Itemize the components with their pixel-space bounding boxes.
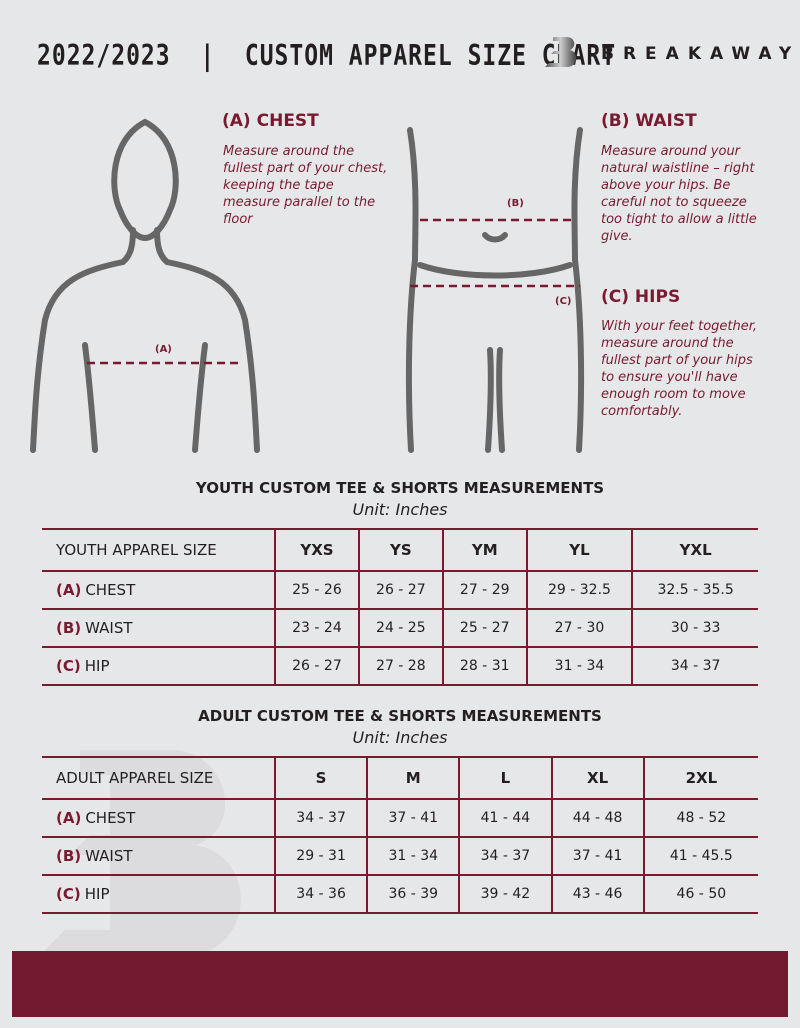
brand-name: BREAKAWAY (601, 44, 800, 64)
cell: 34 - 36 (273, 874, 368, 914)
cell: 34 - 37 (458, 836, 552, 876)
adult-unit: Unit: Inches (352, 728, 448, 747)
row-code: (B) (56, 847, 82, 865)
upper-body-figure (30, 118, 260, 453)
size-header: YXS (274, 528, 359, 572)
cell: 27 - 28 (357, 646, 443, 686)
chest-marker: (A) (155, 344, 172, 355)
size-header: XL (550, 756, 644, 800)
row-label: CHEST (85, 809, 136, 827)
cell: 32.5 - 35.5 (631, 570, 758, 610)
waist-description: Measure around your natural waistline – … (601, 144, 757, 244)
adult-table-title: ADULT CUSTOM TEE & SHORTS MEASUREMENTS (198, 707, 602, 725)
size-header: YL (525, 528, 633, 572)
footer-bar (12, 951, 788, 1017)
row-label: HIP (84, 885, 110, 903)
size-header: YXL (631, 528, 758, 572)
hips-marker: (C) (555, 296, 572, 307)
size-header: YM (441, 528, 527, 572)
cell: 36 - 39 (366, 874, 460, 914)
hips-description: With your feet together, measure around … (601, 319, 758, 419)
youth-header-label: YOUTH APPAREL SIZE (42, 528, 275, 572)
youth-size-table: YOUTH APPAREL SIZE YXS YS YM YL YXL (A) CHEST… (42, 528, 758, 686)
cell: 28 - 31 (441, 646, 527, 686)
chest-title: (A) CHEST (222, 111, 319, 131)
table-row: (C) HIP 26 - 27 27 - 28 28 - 31 31 - 34 34 - … (42, 646, 758, 686)
cell: 31 - 34 (525, 646, 633, 686)
waist-marker: (B) (507, 198, 524, 209)
youth-table-title: YOUTH CUSTOM TEE & SHORTS MEASUREMENTS (195, 479, 605, 497)
cell: 29 - 32.5 (525, 570, 633, 610)
cell: 27 - 30 (525, 608, 633, 648)
lower-body-figure (405, 127, 585, 453)
row-code: (C) (56, 657, 81, 675)
cell: 23 - 24 (274, 608, 359, 648)
cell: 30 - 33 (631, 608, 758, 648)
cell: 25 - 26 (274, 570, 359, 610)
row-label: CHEST (85, 581, 136, 599)
size-header: M (366, 756, 460, 800)
cell: 27 - 29 (441, 570, 527, 610)
cell: 43 - 46 (550, 874, 644, 914)
cell: 25 - 27 (441, 608, 527, 648)
breakaway-logo-icon (545, 37, 577, 67)
chest-description: Measure around the fullest part of your … (223, 144, 388, 227)
youth-unit: Unit: Inches (352, 500, 448, 519)
size-header: S (273, 756, 368, 800)
row-code: (A) (56, 581, 82, 599)
row-label: HIP (84, 657, 110, 675)
cell: 44 - 48 (550, 798, 644, 838)
cell: 39 - 42 (458, 874, 552, 914)
adult-size-table: ADULT APPAREL SIZE S M L XL 2XL (A) CHEST 34 … (42, 756, 758, 914)
table-row: (C) HIP 34 - 36 36 - 39 39 - 42 43 - 46 46 - … (42, 874, 758, 914)
waist-title: (B) WAIST (601, 111, 697, 131)
cell: 31 - 34 (366, 836, 460, 876)
size-header: YS (357, 528, 443, 572)
cell: 24 - 25 (357, 608, 443, 648)
size-header: L (458, 756, 552, 800)
row-label: WAIST (85, 619, 133, 637)
table-row: (B) WAIST 23 - 24 24 - 25 25 - 27 27 - 30 30 … (42, 608, 758, 648)
table-row: (B) WAIST 29 - 31 31 - 34 34 - 37 37 - 41 41 … (42, 836, 758, 876)
cell: 48 - 52 (642, 798, 758, 838)
row-code: (B) (56, 619, 82, 637)
cell: 46 - 50 (642, 874, 758, 914)
cell: 41 - 45.5 (642, 836, 758, 876)
cell: 37 - 41 (550, 836, 644, 876)
row-code: (C) (56, 885, 81, 903)
cell: 29 - 31 (273, 836, 368, 876)
row-label: WAIST (85, 847, 133, 865)
cell: 34 - 37 (631, 646, 758, 686)
adult-header-label: ADULT APPAREL SIZE (42, 756, 275, 800)
hips-title: (C) HIPS (601, 287, 681, 307)
table-row: (A) CHEST 25 - 26 26 - 27 27 - 29 29 - 32.5 3… (42, 570, 758, 610)
cell: 26 - 27 (357, 570, 443, 610)
page-title: 2022/2023 | CUSTOM APPAREL SIZE CHART (37, 40, 617, 73)
size-header: 2XL (642, 756, 758, 800)
table-row: (A) CHEST 34 - 37 37 - 41 41 - 44 44 - 48 48 … (42, 798, 758, 838)
row-code: (A) (56, 809, 82, 827)
cell: 41 - 44 (458, 798, 552, 838)
cell: 34 - 37 (273, 798, 368, 838)
cell: 37 - 41 (366, 798, 460, 838)
cell: 26 - 27 (274, 646, 359, 686)
